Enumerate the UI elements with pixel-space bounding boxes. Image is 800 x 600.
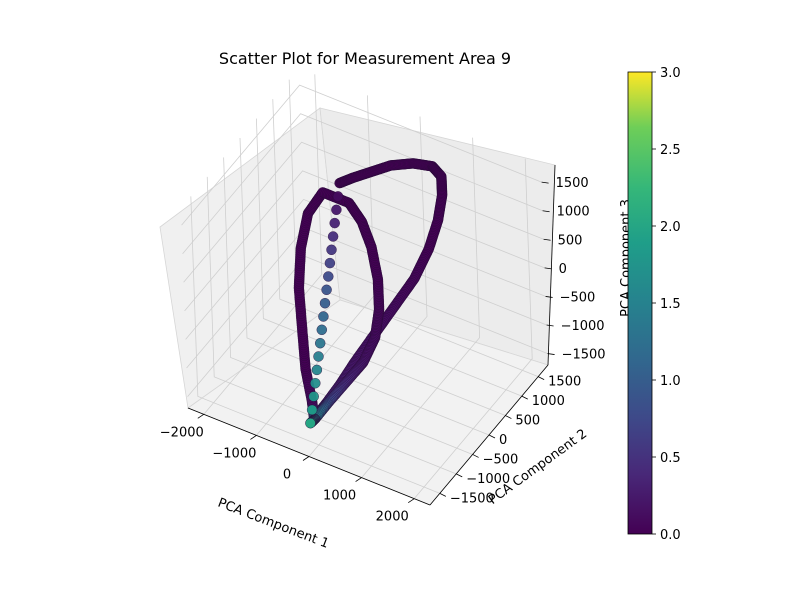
- z-tick-label: 1000: [557, 205, 590, 220]
- y-tick: [439, 492, 447, 497]
- scatter-point: [308, 391, 319, 402]
- y-tick-label: −1000: [466, 472, 510, 487]
- z-tick-label: 500: [558, 233, 583, 248]
- colorbar-gradient: [627, 71, 653, 535]
- x-gridline: [308, 116, 428, 457]
- x-gridline: [361, 137, 481, 478]
- y-tick-label: −500: [483, 452, 519, 467]
- colorbar: 0.0 0.5 1.0 1.5 2.0 2.5 3.0: [627, 66, 681, 543]
- y-gridline: [223, 157, 473, 455]
- x-axis-label: PCA Component 1: [216, 496, 331, 552]
- z-gridline: [181, 84, 542, 226]
- z-tick: [544, 267, 552, 270]
- axis-lines: [187, 164, 556, 506]
- x-axis-line: [187, 407, 431, 506]
- z-tick-label: 0: [559, 262, 567, 277]
- z-tick-label: 1500: [556, 176, 589, 191]
- colorbar-ticks: 0.0 0.5 1.0 1.5 2.0 2.5 3.0: [652, 66, 681, 543]
- colorbar-tick-label: 1.5: [660, 297, 681, 312]
- z-gridline: [182, 113, 543, 254]
- colorbar-tick-label: 2.0: [660, 220, 681, 235]
- z-gridline: [184, 170, 545, 312]
- scatter-point: [327, 231, 339, 242]
- y-gridline: [272, 99, 522, 397]
- scatter-point: [306, 404, 318, 416]
- colorbar-tick-label: 1.0: [660, 374, 681, 389]
- z-tick-label: −1500: [562, 348, 606, 363]
- colorbar-tick-label: 3.0: [660, 66, 681, 81]
- y-gridline: [206, 176, 457, 475]
- y-tick: [472, 454, 479, 458]
- scatter-point: [323, 271, 334, 282]
- x-tick: [250, 435, 257, 440]
- z-tick-label: −500: [560, 290, 596, 305]
- y-gridline: [190, 196, 440, 494]
- y-tick-label: 1500: [548, 375, 581, 390]
- z-tick: [545, 296, 553, 298]
- z-tick: [542, 210, 550, 213]
- y-tick: [521, 395, 528, 400]
- x-tick-label: −1000: [212, 446, 256, 461]
- colorbar-tick-label: 0.0: [660, 528, 681, 543]
- scatter-point: [329, 217, 340, 229]
- x-tick-label: 0: [283, 468, 291, 483]
- gridlines: [181, 74, 548, 499]
- chart-title: Scatter Plot for Measurement Area 9: [219, 49, 511, 68]
- z-tick-label: −1000: [561, 319, 605, 334]
- scatter-point: [313, 351, 324, 362]
- scatter-point: [315, 338, 326, 349]
- x-tick-label: −2000: [160, 425, 204, 440]
- z-tick: [546, 324, 554, 327]
- x-gridline: [203, 74, 323, 415]
- scatter-point: [321, 284, 332, 295]
- tick-labels: −2000 −1000 0 1000 2000 −1500 −1000 −500 0 500 100…: [160, 176, 606, 525]
- y-tick: [456, 473, 463, 478]
- y-axis-line: [429, 364, 549, 506]
- y-tick-label: −1500: [450, 491, 494, 506]
- scatter-point: [324, 257, 336, 269]
- y-tick-label: 0: [499, 433, 507, 448]
- x-gridline: [413, 158, 533, 499]
- scatter-point: [310, 378, 321, 389]
- axis-ticks: [197, 181, 555, 504]
- y-tick-label: 1000: [532, 394, 565, 409]
- y-gridline: [239, 137, 490, 436]
- colorbar-tick-label: 0.5: [660, 451, 681, 466]
- scatter-point: [311, 364, 323, 376]
- x-tick-label: 1000: [323, 489, 356, 504]
- z-axis-line: [547, 164, 556, 366]
- scatter-point: [319, 298, 331, 309]
- scatter-point: [331, 204, 342, 216]
- z-tick: [541, 181, 549, 184]
- scatter-point: [326, 244, 337, 256]
- x-tick: [302, 456, 310, 461]
- y-gridline: [255, 118, 506, 416]
- y-tick: [537, 376, 545, 381]
- y-tick-label: 500: [515, 414, 540, 429]
- scatter-point: [316, 324, 327, 335]
- z-gridline: [183, 141, 544, 283]
- x-tick-label: 2000: [376, 510, 409, 525]
- y-tick: [505, 415, 512, 419]
- colorbar-tick-label: 2.5: [660, 143, 681, 158]
- z-gridline: [187, 256, 548, 397]
- scatter-points: [293, 158, 448, 429]
- x-tick: [197, 413, 205, 419]
- scatter-point: [305, 418, 316, 429]
- y-tick: [488, 434, 496, 439]
- z-gridline: [185, 198, 546, 340]
- x-tick: [355, 477, 362, 482]
- z-tick: [543, 238, 551, 241]
- scatter-point: [318, 311, 329, 322]
- x-tick: [407, 498, 415, 504]
- scatter-point: [332, 191, 344, 202]
